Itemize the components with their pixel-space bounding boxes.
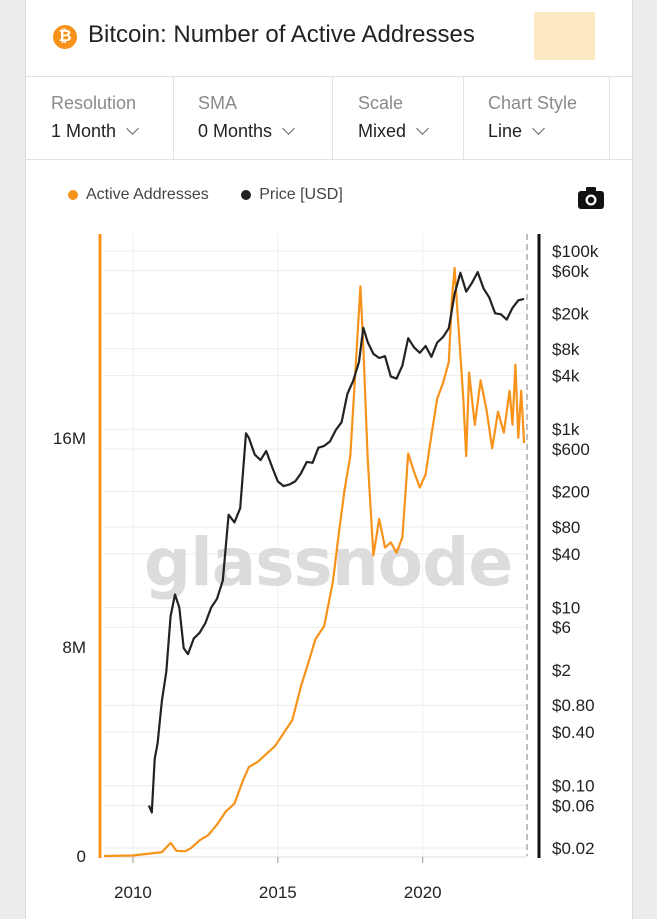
right-axis-tick-label: $200	[552, 483, 590, 502]
resolution-value: 1 Month	[51, 121, 117, 141]
scale-value: Mixed	[358, 121, 407, 141]
chart-header: ₿ Bitcoin: Number of Active Addresses	[26, 0, 632, 77]
right-axis-tick-label: $40	[552, 545, 580, 564]
chart-style-dropdown[interactable]: Chart Style Line	[463, 77, 610, 159]
scale-label: Scale	[358, 93, 404, 113]
right-axis-tick-label: $20k	[552, 304, 589, 323]
sma-value: 0 Months	[198, 121, 273, 141]
left-axis-tick-label: 16M	[53, 429, 86, 448]
scale-dropdown[interactable]: Scale Mixed	[332, 77, 464, 159]
page-title: Bitcoin: Number of Active Addresses	[88, 21, 475, 48]
color-swatch	[534, 12, 595, 60]
chart-legend: Active Addresses Price [USD]	[68, 186, 371, 205]
right-axis-tick-label: $6	[552, 618, 571, 637]
right-axis-tick-label: $0.80	[552, 696, 595, 715]
right-axis-tick-label: $10	[552, 598, 580, 617]
right-axis-tick-label: $8k	[552, 340, 580, 359]
series-line-price-usd	[147, 271, 525, 814]
x-axis-tick-label: 2010	[114, 883, 152, 902]
bitcoin-icon: ₿	[53, 25, 77, 49]
legend-label: Price [USD]	[259, 186, 343, 203]
chart-controls: Resolution 1 Month SMA 0 Months Scale Mi…	[26, 77, 632, 160]
right-axis-tick-label: $100k	[552, 242, 599, 261]
chart-style-label: Chart Style	[488, 93, 578, 113]
chart-style-value: Line	[488, 121, 523, 141]
watermark: glassnode	[144, 524, 512, 601]
legend-dot-icon	[68, 190, 78, 200]
right-axis-tick-label: $2	[552, 661, 571, 680]
right-axis-tick-label: $4k	[552, 367, 580, 386]
right-axis-tick-label: $0.10	[552, 777, 595, 796]
right-axis-tick-label: $0.40	[552, 723, 595, 742]
x-axis-tick-label: 2020	[404, 883, 442, 902]
right-axis-tick-label: $0.02	[552, 839, 595, 858]
right-axis-tick-label: $1k	[552, 420, 580, 439]
series-line-active-addresses	[103, 266, 526, 858]
grid	[104, 234, 527, 856]
x-axis-tick-label: 2015	[259, 883, 297, 902]
series-layer	[103, 266, 526, 858]
legend-label: Active Addresses	[86, 186, 209, 203]
resolution-label: Resolution	[51, 93, 137, 113]
resolution-dropdown[interactable]: Resolution 1 Month	[26, 77, 174, 159]
legend-item-active-addresses[interactable]: Active Addresses	[68, 186, 209, 204]
chart-card: ₿ Bitcoin: Number of Active Addresses Re…	[25, 0, 633, 919]
sma-label: SMA	[198, 93, 238, 113]
camera-icon[interactable]	[577, 186, 605, 210]
legend-dot-icon	[241, 190, 252, 200]
right-axis: $100k$60k$20k$8k$4k$1k$600$200$80$40$10$…	[526, 234, 599, 858]
x-axis: 2010 2015 2020	[104, 856, 527, 902]
left-axis-tick-label: 8M	[62, 638, 86, 657]
legend-item-price[interactable]: Price [USD]	[241, 186, 343, 204]
right-axis-tick-label: $0.06	[552, 796, 595, 815]
right-axis-tick-label: $600	[552, 440, 590, 459]
right-axis-tick-label: $80	[552, 518, 580, 537]
sma-dropdown[interactable]: SMA 0 Months	[173, 77, 333, 159]
left-axis-tick-label: 0	[77, 847, 86, 866]
left-axis: 0 8M 16M	[53, 234, 102, 866]
right-axis-tick-label: $60k	[552, 262, 589, 281]
